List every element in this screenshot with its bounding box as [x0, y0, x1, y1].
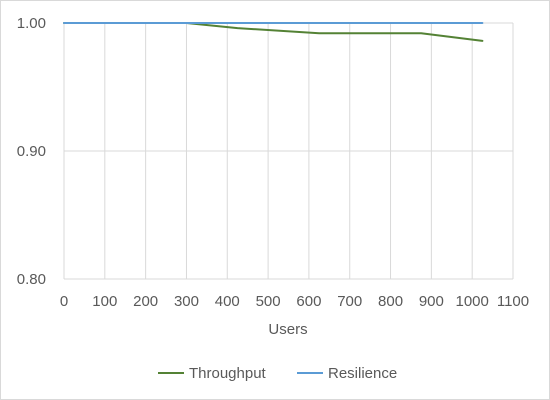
- legend-label-resilience: Resilience: [328, 365, 397, 382]
- x-tick-label: 100: [92, 293, 117, 310]
- x-tick-label: 400: [215, 293, 240, 310]
- x-tick-label: 600: [296, 293, 321, 310]
- x-tick-label: 300: [174, 293, 199, 310]
- x-tick-label: 700: [337, 293, 362, 310]
- x-tick-label: 800: [378, 293, 403, 310]
- x-tick-label: 1000: [455, 293, 488, 310]
- x-tick-label: 200: [133, 293, 158, 310]
- y-tick-label: 0.80: [17, 271, 46, 288]
- y-tick-label: 0.90: [17, 143, 46, 160]
- y-tick-label: 1.00: [17, 15, 46, 32]
- x-tick-label: 0: [60, 293, 68, 310]
- x-tick-label: 1100: [497, 293, 529, 310]
- x-tick-label: 900: [419, 293, 444, 310]
- series-line-throughput: [63, 22, 484, 42]
- x-axis-title: Users: [268, 321, 307, 338]
- gridlines: [63, 22, 514, 280]
- x-tick-label: 500: [256, 293, 281, 310]
- x-axis-ticks: 0 100 200 300 400 500 600 700 800 900 1000 1100: [60, 293, 529, 310]
- series-lines: [63, 22, 484, 42]
- legend-label-throughput: Throughput: [189, 365, 267, 382]
- y-axis-ticks: 0.80 0.90 1.00: [17, 15, 46, 288]
- legend: Throughput Resilience: [158, 365, 397, 382]
